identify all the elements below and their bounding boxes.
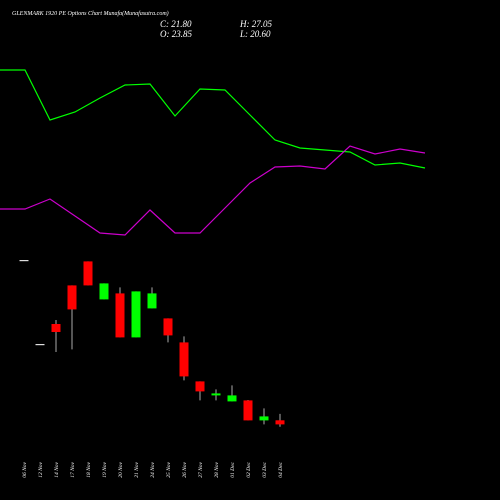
x-tick-label: 18 Nov — [86, 461, 92, 477]
candle-body — [83, 261, 93, 286]
candle-body — [19, 260, 29, 262]
x-tick-label: 20 Nov — [118, 461, 124, 477]
x-tick-label: 01 Dec — [230, 461, 236, 477]
candle-body — [275, 420, 285, 425]
candle-body — [51, 324, 61, 332]
chart-title: GLENMARK 1920 PE Options Chart Munafa(Mu… — [12, 10, 169, 17]
candle-body — [195, 381, 205, 392]
line-series — [0, 145, 426, 236]
low-info: L: 20.60 — [239, 29, 271, 39]
x-tick-label: 28 Nov — [214, 461, 220, 477]
x-tick-label: 14 Nov — [53, 461, 60, 477]
x-tick-label: 06 Nov — [22, 461, 28, 477]
candle-body — [211, 393, 221, 396]
x-tick-label: 26 Nov — [182, 461, 188, 477]
candle-body — [147, 293, 157, 309]
x-tick-label: 19 Nov — [102, 461, 108, 477]
candle-body — [115, 293, 125, 338]
x-tick-label: 04 Dec — [277, 461, 284, 477]
candle-body — [243, 400, 253, 421]
x-tick-label: 25 Nov — [166, 461, 172, 477]
x-tick-label: 02 Dec — [246, 461, 252, 477]
close-info: C: 21.80 — [160, 19, 192, 29]
candle-body — [67, 285, 77, 310]
x-tick-label: 21 Nov — [134, 461, 140, 477]
candle-body — [131, 291, 141, 338]
candle-body — [179, 342, 189, 377]
candle-body — [259, 416, 269, 421]
candle-body — [99, 283, 109, 300]
candle-body — [227, 395, 237, 402]
high-info: H: 27.05 — [239, 19, 272, 29]
candle-body — [35, 344, 45, 346]
candle-body — [163, 318, 173, 336]
open-info: O: 23.85 — [160, 29, 192, 39]
x-tick-label: 17 Nov — [70, 461, 76, 477]
line-series — [0, 69, 426, 169]
x-tick-label: 12 Nov — [38, 461, 44, 477]
x-tick-label: 27 Nov — [198, 461, 204, 477]
x-tick-label: 03 Dec — [262, 461, 268, 477]
x-tick-label: 24 Nov — [149, 461, 156, 477]
